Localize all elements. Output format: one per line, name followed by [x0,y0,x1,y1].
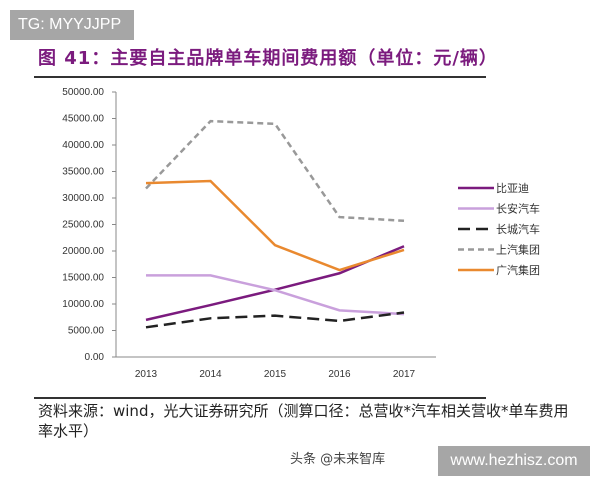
series-line-2 [146,274,405,316]
x-tick-label: 2015 [264,369,287,380]
legend-label: 广汽集团 [496,263,540,277]
y-tick-label: 15000.00 [62,273,104,284]
series-line-5 [145,179,405,272]
watermark-top: TG: MYYJJPP [10,10,134,40]
y-tick-label: 35000.00 [62,167,104,178]
x-tick-label: 2017 [393,369,416,380]
x-tick-label: 2013 [135,369,158,380]
x-tick-label: 2014 [199,369,222,380]
legend-label: 长安汽车 [496,202,540,216]
divider-top [34,76,486,78]
series-line-3 [145,311,405,329]
y-tick-label: 45000.00 [62,114,104,125]
series-line-1 [145,245,405,322]
y-tick-label: 20000.00 [62,246,104,257]
y-tick-label: 25000.00 [62,220,104,231]
legend-label: 上汽集团 [496,243,540,257]
y-tick-label: 0.00 [85,352,105,363]
watermark-bottom: www.hezhisz.com [438,446,590,476]
watermark-small: 头条 @未来智库 [290,452,386,467]
y-tick-label: 10000.00 [62,299,104,310]
legend-label: 长城汽车 [496,222,540,236]
x-tick-label: 2016 [328,369,351,380]
y-tick-label: 40000.00 [62,140,104,151]
divider-bottom [34,397,486,399]
chart-title: 图 41：主要自主品牌单车期间费用额（单位：元/辆） [38,48,498,69]
y-tick-label: 5000.00 [68,326,105,337]
source-note: 资料来源：wind，光大证券研究所（测算口径：总营收*汽车相关营收*单车费用率水… [38,402,569,440]
y-tick-label: 30000.00 [62,193,104,204]
y-tick-label: 50000.00 [62,87,104,98]
series-line-4 [145,119,405,223]
line-chart: 0.00 5000.00 10000.00 15000.00 20000.00 25000… [62,87,540,380]
legend-label: 比亚迪 [496,182,529,195]
